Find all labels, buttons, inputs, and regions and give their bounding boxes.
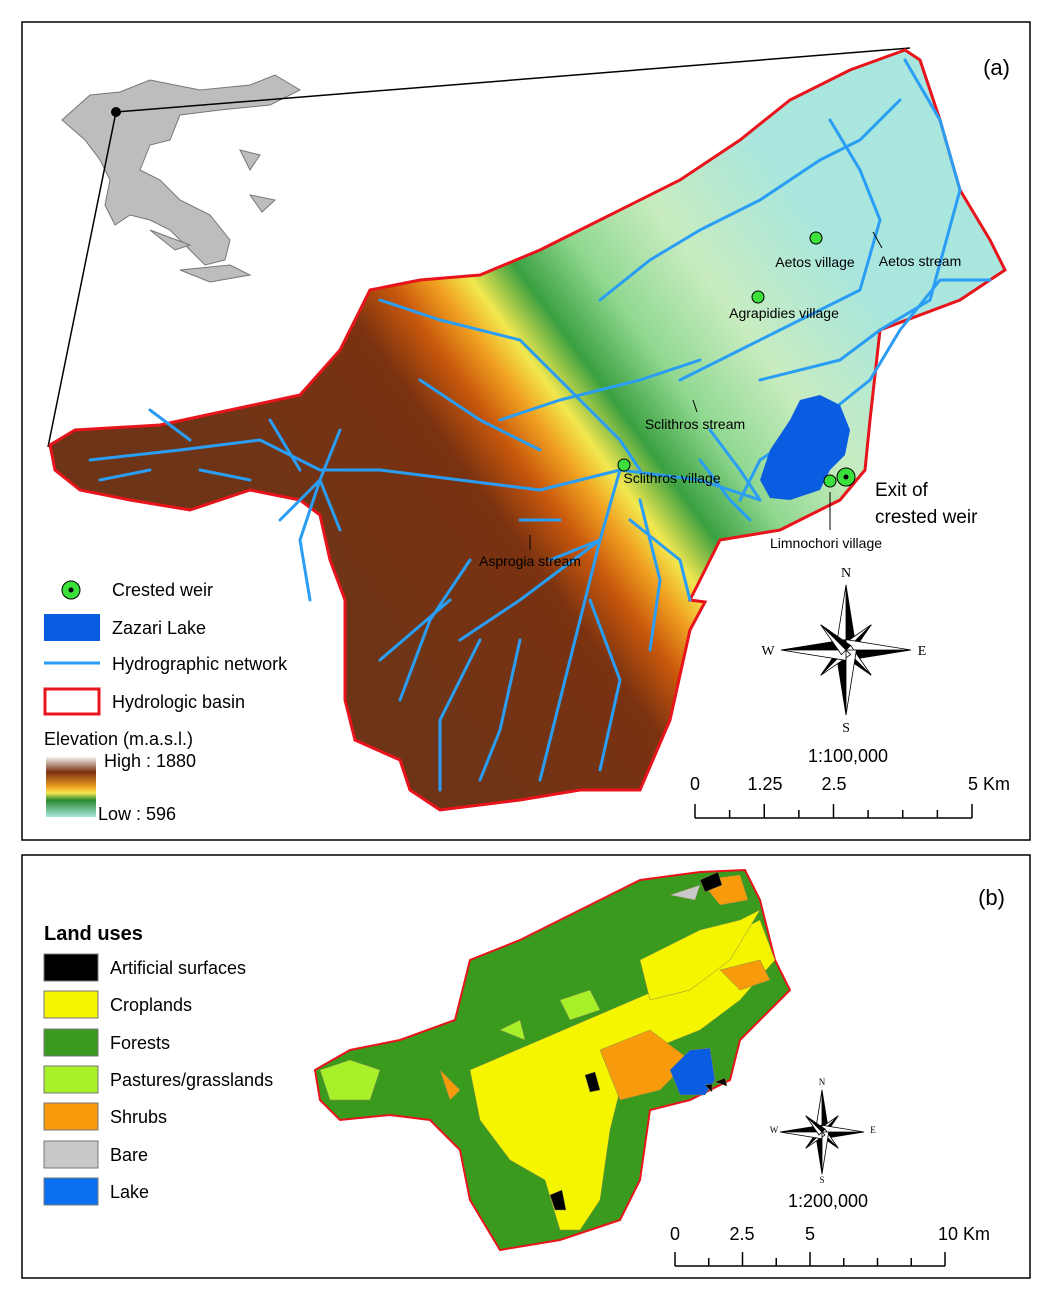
legend-title: Land uses [44, 923, 143, 945]
scale-bar [694, 804, 973, 819]
scale-label: 5 [805, 1224, 815, 1244]
leaders [529, 231, 883, 550]
scale-label: 0 [690, 774, 700, 794]
compass [779, 1089, 865, 1175]
annotation: Limnochori village [770, 535, 882, 551]
legend-label: Crested weir [112, 580, 213, 600]
compass-point [805, 1115, 823, 1136]
compass-point [845, 649, 857, 716]
scale-bar [674, 1252, 946, 1267]
elevation-ramp [46, 757, 96, 817]
elevation-high: High : 1880 [104, 751, 196, 771]
compass-label: E [918, 644, 927, 659]
villages [617, 231, 837, 488]
compass-point [820, 624, 847, 656]
legend-swatch [43, 687, 101, 716]
annotation: Agrapidies village [729, 305, 839, 321]
greece-inset [61, 74, 302, 266]
compass-point [821, 1131, 830, 1175]
panel-label: (a) [983, 55, 1010, 80]
annotation: Aetos village [775, 254, 855, 270]
compass [780, 584, 912, 716]
zoom-line [47, 111, 117, 448]
annotation: Sclithros stream [645, 416, 745, 432]
greece-islands [149, 149, 277, 283]
panel-label: (b) [978, 885, 1005, 910]
legend-label: Hydrologic basin [112, 692, 245, 712]
land-use-legend-swatches [43, 953, 99, 1206]
scale-label: 2.5 [729, 1224, 754, 1244]
annotation: Asprogia stream [479, 553, 581, 569]
compass-label: E [870, 1125, 876, 1135]
scale-label: 0 [670, 1224, 680, 1244]
hydrographic-network [88, 58, 992, 792]
legend-swatch [68, 587, 74, 593]
compass-label: S [842, 721, 850, 736]
zoom-line [115, 47, 911, 113]
legend-swatch [44, 614, 100, 641]
scale-ratio: 1:200,000 [788, 1191, 868, 1211]
scale-label: 1.25 [747, 774, 782, 794]
annotation: crested weir [875, 507, 978, 528]
compass-label: N [841, 566, 851, 581]
compass-point [780, 649, 847, 661]
scale-label: 10 Km [938, 1224, 990, 1244]
compass-point [779, 1131, 823, 1140]
annotation: Sclithros village [623, 470, 720, 486]
zazari-lake [760, 395, 850, 500]
crested-weir-dot [843, 474, 849, 480]
legend-label: Croplands [110, 995, 192, 1015]
scale-ratio: 1:100,000 [808, 746, 888, 766]
hydrologic-basin [48, 48, 1007, 812]
annotation: Exit of [875, 480, 929, 501]
compass-label: W [761, 644, 775, 659]
elevation-title: Elevation (m.a.s.l.) [44, 729, 193, 749]
compass-label: W [770, 1125, 779, 1135]
scale-label: 5 Km [968, 774, 1010, 794]
elevation-low: Low : 596 [98, 804, 176, 824]
compass-label: N [819, 1077, 826, 1087]
legend-label: Hydrographic network [112, 654, 288, 674]
compass-label: S [819, 1175, 824, 1185]
scale-label: 2.5 [821, 774, 846, 794]
legend-label: Shrubs [110, 1107, 167, 1127]
land-use-patches [319, 871, 776, 1231]
legend-label: Artificial surfaces [110, 958, 246, 978]
legend-label: Forests [110, 1033, 170, 1053]
legend-label: Pastures/grasslands [110, 1070, 273, 1090]
legend-label: Lake [110, 1182, 149, 1202]
annotation: Aetos stream [879, 253, 961, 269]
legend-label: Bare [110, 1145, 148, 1165]
legend-label: Zazari Lake [112, 618, 206, 638]
